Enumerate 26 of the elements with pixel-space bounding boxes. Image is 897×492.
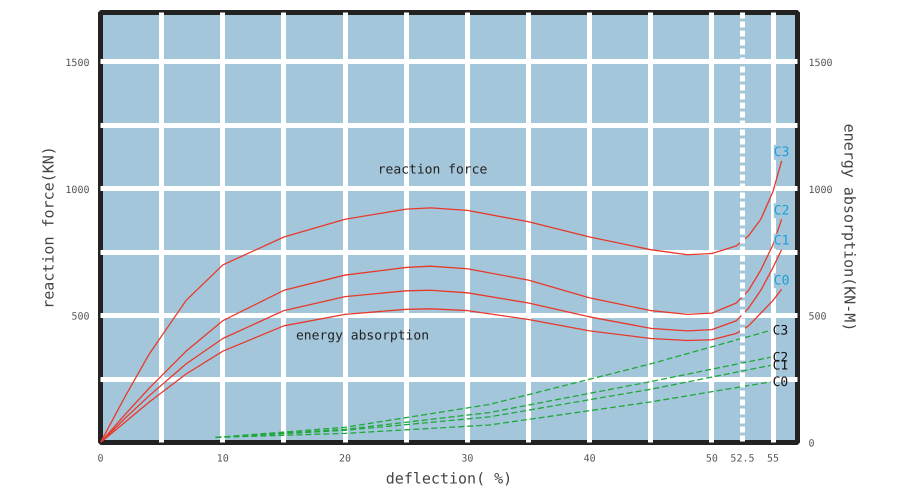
y2-tick-label: 1000 [808, 184, 833, 196]
series-label: C3 [774, 144, 790, 160]
y2-tick-label: 500 [808, 312, 827, 323]
y2-axis-title: energy absorption(KN-M) [840, 124, 859, 332]
y2-tick-label: 0 [808, 438, 815, 450]
series-label: C2 [774, 203, 790, 218]
y-tick-label: 1000 [65, 184, 90, 196]
series-label: C1 [774, 234, 790, 249]
x-tick-label: 20 [339, 454, 352, 464]
series-label: C3 [772, 323, 788, 338]
x-tick-label: 50 [706, 454, 718, 464]
series-label: C0 [774, 273, 790, 288]
x-tick-label: 0 [97, 454, 104, 464]
x-tick-label: 55 [767, 454, 780, 464]
annotation: energy absorption [296, 328, 430, 344]
x-axis-title: deflection( %) [386, 470, 512, 488]
x-tick-label: 40 [584, 454, 596, 464]
y-tick-label: 1500 [65, 58, 90, 69]
y2-tick-label: 1500 [808, 58, 833, 69]
annotation: reaction force [378, 162, 488, 178]
x-tick-label: 52.5 [730, 454, 755, 464]
y-tick-label: 500 [71, 312, 90, 323]
y-axis-title: reaction force(KN) [39, 146, 58, 309]
x-tick-label: 10 [216, 454, 229, 464]
series-label: C0 [772, 374, 788, 390]
x-tick-label: 30 [461, 454, 474, 464]
